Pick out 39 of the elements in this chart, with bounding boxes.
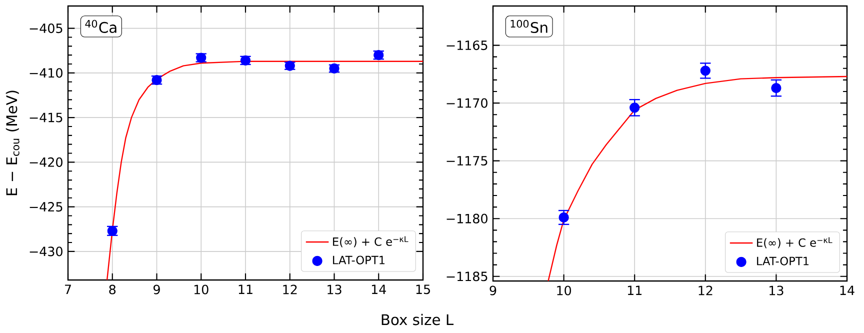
annotation: $^{100}$Sn: [510, 20, 548, 34]
legend-label: LAT-OPT1: [757, 256, 809, 266]
y-tick-label: −420: [30, 157, 62, 167]
point: [558, 212, 569, 223]
x-tick-label: 15: [416, 284, 430, 294]
x-tick-label: 9: [490, 286, 496, 296]
y-tick-label: −405: [30, 24, 62, 34]
legend-label: E(∞) + C e$^{−κL}$: [757, 237, 832, 248]
y-tick-label: −1175: [446, 156, 488, 166]
legend-label: E(∞) + C e$^{−κL}$: [333, 236, 408, 248]
point: [700, 66, 710, 76]
x-tick-label: 14: [372, 284, 386, 294]
y-axis-title: E − E$_{cou}$ (MeV): [6, 90, 20, 196]
y-tick-label: −1170: [446, 98, 488, 108]
line-series: [548, 76, 847, 281]
x-tick-label: 14: [840, 286, 854, 295]
x-tick-label: 9: [154, 284, 160, 294]
point: [771, 82, 782, 94]
y-tick-label: −410: [30, 68, 62, 78]
legend-label: LAT-OPT1: [333, 256, 384, 264]
x-tick-label: 11: [628, 286, 642, 295]
point: [630, 102, 640, 113]
annotation: $^{40}$Ca: [85, 20, 116, 33]
x-tick-label: 8: [109, 284, 116, 294]
y-tick-label: −415: [30, 112, 62, 122]
x-tick-label: 13: [328, 284, 342, 294]
x-axis-title: Box size L: [382, 314, 454, 326]
y-tick-label: −430: [30, 246, 62, 256]
y-tick-label: −425: [30, 202, 62, 212]
x-tick-label: 10: [194, 284, 208, 294]
x-tick-label: 13: [770, 286, 784, 296]
y-tick-label: −1185: [446, 272, 488, 282]
x-tick-label: 12: [283, 284, 297, 294]
x-tick-label: 10: [557, 286, 572, 296]
x-tick-label: 12: [698, 286, 712, 296]
y-tick-label: −1165: [446, 40, 488, 50]
x-tick-label: 11: [238, 284, 252, 294]
y-tick-label: −1180: [446, 214, 488, 224]
x-tick-label: 7: [65, 284, 71, 294]
